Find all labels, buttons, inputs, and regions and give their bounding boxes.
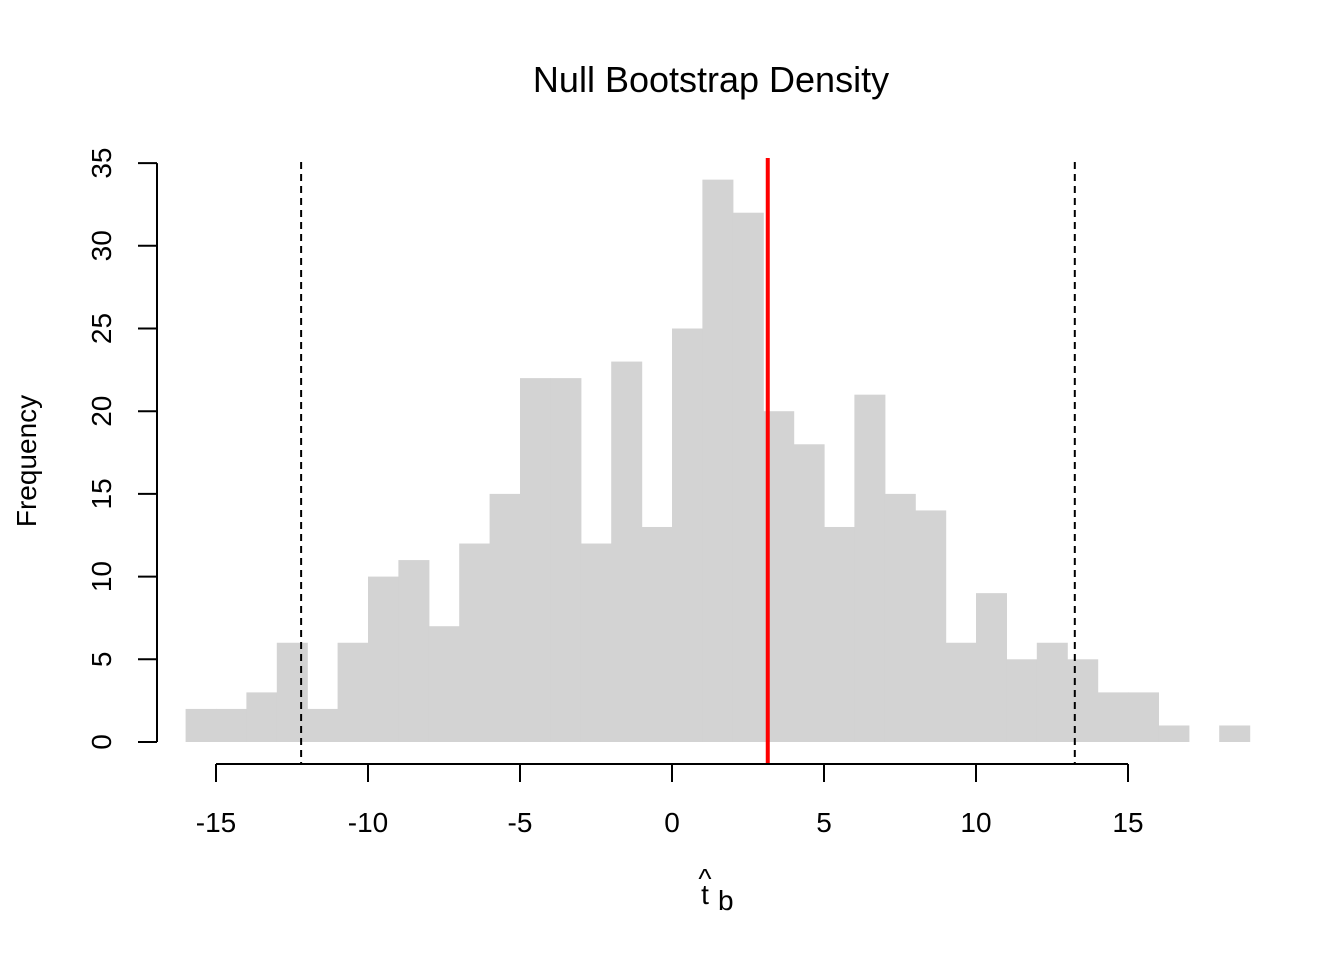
x-tick-label: 15: [1112, 807, 1143, 838]
histogram-bar: [672, 328, 703, 742]
histogram-bar: [1036, 642, 1068, 742]
histogram-bar: [550, 378, 582, 742]
histogram-bar: [1006, 659, 1038, 742]
y-tick-label: 25: [86, 313, 117, 344]
x-tick-label: 5: [816, 807, 832, 838]
histogram-bar: [398, 560, 430, 742]
y-tick-label: 15: [86, 478, 117, 509]
histogram-bar: [732, 212, 764, 743]
x-axis-label-hat: ^: [698, 863, 711, 894]
y-tick-label: 10: [86, 561, 117, 592]
histogram-bar: [854, 394, 886, 742]
x-tick-label: -5: [508, 807, 533, 838]
x-tick-label: -15: [196, 807, 236, 838]
histogram-bar: [489, 493, 521, 742]
histogram-bar: [216, 708, 247, 742]
histogram-bar: [1219, 725, 1251, 742]
y-tick-label: 20: [86, 396, 117, 427]
histogram-bar: [520, 378, 551, 742]
x-axis: -15 -10 -5 0 5 10 15: [196, 763, 1144, 838]
histogram-bar: [368, 576, 399, 742]
histogram-bar: [611, 361, 643, 742]
histogram-bar: [1128, 692, 1159, 742]
x-axis-label: ^ t b: [698, 863, 733, 916]
x-tick-label: -10: [348, 807, 388, 838]
histogram-bar: [276, 642, 308, 742]
histogram-bar: [337, 642, 369, 742]
x-tick-label: 0: [664, 807, 680, 838]
histogram-bar: [824, 526, 855, 742]
histogram-bar: [884, 493, 916, 742]
y-tick-label: 30: [86, 230, 117, 261]
histogram-bar: [580, 543, 612, 742]
histogram-bar: [185, 708, 217, 742]
x-axis-label-subscript: b: [718, 885, 734, 916]
y-axis-label: Frequency: [11, 395, 42, 527]
histogram-bar: [307, 708, 339, 742]
x-axis-label-base: t: [701, 879, 709, 910]
reference-lines: [300, 158, 1076, 764]
histogram-bar: [428, 626, 460, 742]
histogram-bar: [246, 692, 278, 742]
y-tick-label: 0: [86, 734, 117, 750]
histogram-bar: [915, 510, 947, 742]
histogram-bar: [702, 179, 734, 742]
histogram-bar: [1097, 692, 1129, 742]
y-tick-label: 35: [86, 148, 117, 179]
y-axis: 0 5 10 15 20 25 30 35: [86, 148, 158, 750]
histogram-bar: [793, 444, 825, 742]
histogram-bar: [945, 642, 977, 742]
y-tick-label: 5: [86, 652, 117, 668]
histogram-bars: [185, 179, 1251, 743]
histogram-bar: [976, 593, 1007, 742]
x-tick-label: 10: [960, 807, 991, 838]
histogram-bar: [1158, 725, 1190, 742]
histogram-bar: [459, 543, 491, 742]
histogram-bar: [1067, 659, 1099, 742]
histogram-bar: [641, 526, 673, 742]
chart-title: Null Bootstrap Density: [533, 59, 889, 100]
